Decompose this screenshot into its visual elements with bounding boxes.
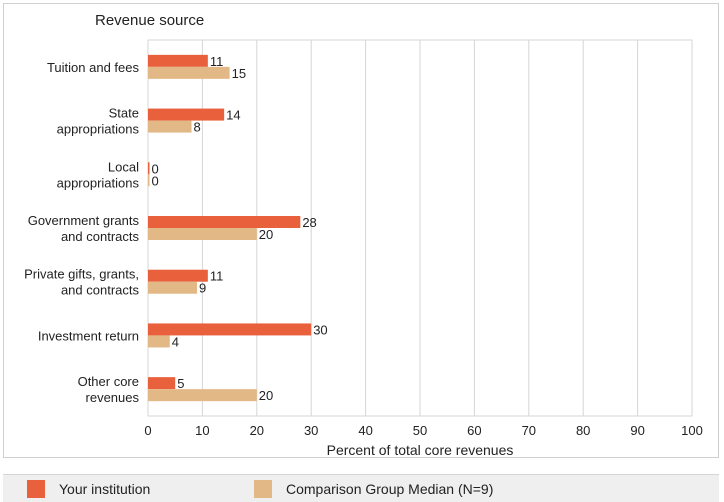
bar-your-institution bbox=[148, 216, 301, 228]
category-label: Other core bbox=[78, 374, 139, 389]
bar-comparison-median bbox=[148, 66, 230, 79]
category-label: appropriations bbox=[57, 175, 140, 190]
category-label: State bbox=[109, 106, 139, 121]
bars bbox=[148, 54, 312, 402]
bar-value-label: 0 bbox=[152, 173, 159, 188]
bar-value-label: 28 bbox=[302, 215, 316, 230]
bar-value-label: 11 bbox=[210, 269, 224, 284]
legend: Your institution Comparison Group Median… bbox=[3, 474, 719, 502]
legend-item-your-institution: Your institution bbox=[27, 479, 150, 499]
bar-comparison-median bbox=[148, 281, 197, 294]
category-label: and contracts bbox=[61, 283, 140, 298]
x-tick-label: 70 bbox=[522, 423, 536, 438]
bar-value-label: 14 bbox=[226, 108, 240, 123]
legend-item-comparison-median: Comparison Group Median (N=9) bbox=[254, 479, 493, 499]
x-tick-label: 10 bbox=[195, 423, 209, 438]
bar-value-label: 20 bbox=[259, 227, 273, 242]
x-tick-label: 100 bbox=[681, 423, 703, 438]
category-label: Local bbox=[108, 159, 139, 174]
bar-value-label: 11 bbox=[210, 54, 224, 69]
x-tick-label: 90 bbox=[630, 423, 644, 438]
chart-frame: 0 10 20 30 40 50 60 70 80 90 100 Tuition and fees 11… bbox=[3, 3, 719, 458]
bar-comparison-median bbox=[148, 335, 170, 348]
legend-swatch-your-institution bbox=[27, 480, 45, 498]
bar-your-institution bbox=[148, 162, 150, 175]
x-tick-label: 60 bbox=[467, 423, 481, 438]
bar-your-institution bbox=[148, 377, 176, 390]
x-tick-label: 40 bbox=[358, 423, 372, 438]
bar-value-label: 9 bbox=[199, 281, 206, 296]
bar-comparison-median bbox=[148, 228, 257, 240]
x-tick-label: 80 bbox=[576, 423, 590, 438]
bar-value-label: 20 bbox=[259, 388, 273, 403]
bar-value-label: 8 bbox=[194, 120, 201, 135]
x-tick-label: 50 bbox=[413, 423, 427, 438]
legend-label-your-institution: Your institution bbox=[59, 481, 151, 497]
category-label: Investment return bbox=[38, 328, 139, 343]
category-label: appropriations bbox=[57, 122, 140, 137]
bar-comparison-median bbox=[148, 174, 150, 187]
category-label: Government grants bbox=[28, 213, 140, 228]
bar-value-label: 30 bbox=[313, 322, 327, 337]
category-label: revenues bbox=[86, 390, 140, 405]
bar-comparison-median bbox=[148, 120, 192, 133]
bar-your-institution bbox=[148, 269, 208, 282]
x-tick-label: 0 bbox=[144, 423, 151, 438]
legend-label-comparison-median: Comparison Group Median (N=9) bbox=[286, 481, 494, 497]
bar-your-institution bbox=[148, 108, 225, 121]
category-label: Private gifts, grants, bbox=[24, 267, 139, 282]
bar-value-label: 0 bbox=[152, 161, 159, 176]
x-axis-title: Percent of total core revenues bbox=[327, 442, 514, 458]
bar-your-institution bbox=[148, 323, 312, 336]
bar-your-institution bbox=[148, 54, 208, 67]
bar-value-label: 5 bbox=[177, 376, 184, 391]
category-label: Tuition and fees bbox=[47, 60, 140, 75]
x-tick-label: 20 bbox=[250, 423, 264, 438]
category-label: and contracts bbox=[61, 229, 140, 244]
bar-value-label: 4 bbox=[172, 334, 179, 349]
bar-comparison-median bbox=[148, 389, 257, 402]
bar-value-label: 15 bbox=[232, 66, 246, 81]
x-tick-label: 30 bbox=[304, 423, 318, 438]
category-axis-title: Revenue source bbox=[95, 12, 204, 29]
legend-swatch-comparison-median bbox=[254, 480, 272, 498]
